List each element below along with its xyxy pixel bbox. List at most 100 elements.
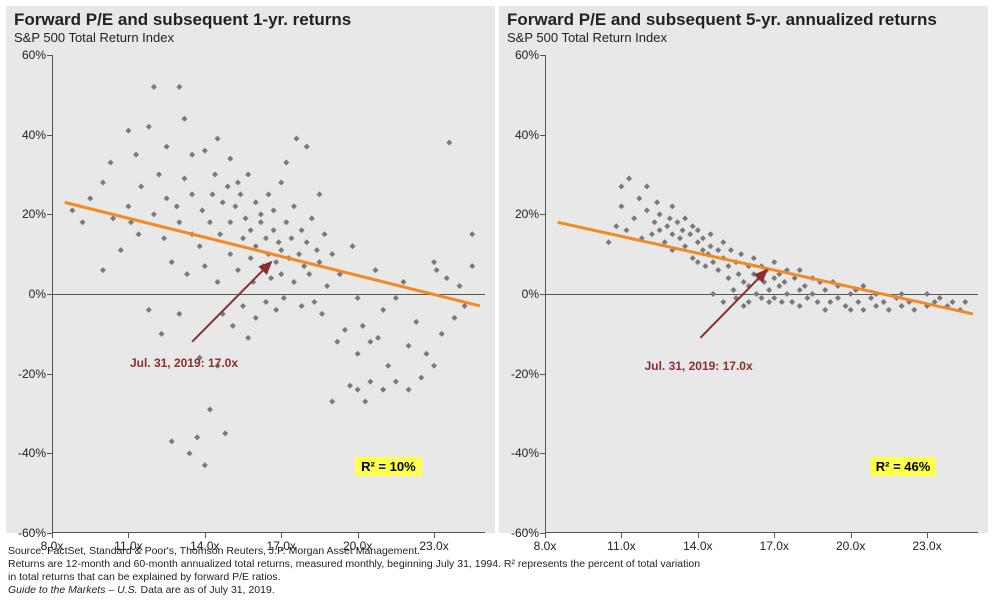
scatter-point <box>636 195 642 201</box>
x-axis-label: 11.0x <box>607 539 635 553</box>
scatter-point <box>232 203 238 209</box>
scatter-point <box>771 275 777 281</box>
scatter-point <box>278 179 284 185</box>
scatter-point <box>146 124 152 130</box>
scatter-point <box>263 235 269 241</box>
annotation-label: Jul. 31, 2019: 17.0x <box>645 359 753 373</box>
scatter-point <box>281 295 287 301</box>
scatter-point <box>248 255 254 261</box>
left-title: Forward P/E and subsequent 1-yr. returns <box>6 6 495 30</box>
scatter-point <box>423 351 429 357</box>
right-panel-bg: Forward P/E and subsequent 5-yr. annuali… <box>499 6 988 533</box>
scatter-point <box>385 363 391 369</box>
right-panel: Forward P/E and subsequent 5-yr. annuali… <box>499 6 988 539</box>
scatter-point <box>950 299 956 305</box>
scatter-point <box>751 255 757 261</box>
scatter-point <box>69 207 75 213</box>
scatter-point <box>873 303 879 309</box>
scatter-point <box>761 279 767 285</box>
scatter-point <box>797 287 803 293</box>
scatter-point <box>802 283 808 289</box>
scatter-point <box>618 183 624 189</box>
scatter-point <box>843 303 849 309</box>
scatter-point <box>125 203 131 209</box>
scatter-point <box>304 144 310 150</box>
scatter-point <box>209 191 215 197</box>
scatter-point <box>431 363 437 369</box>
scatter-point <box>606 239 612 245</box>
footer-line4: Guide to the Markets – U.S. Data are as … <box>8 584 986 597</box>
scatter-point <box>263 299 269 305</box>
scatter-point <box>174 203 180 209</box>
scatter-point <box>253 199 259 205</box>
scatter-point <box>868 295 874 301</box>
scatter-point <box>319 311 325 317</box>
scatter-point <box>738 251 744 257</box>
scatter-point <box>271 207 277 213</box>
scatter-point <box>271 227 277 233</box>
scatter-point <box>375 335 381 341</box>
scatter-point <box>771 295 777 301</box>
rsquared-box: R² = 10% <box>355 457 422 476</box>
scatter-point <box>360 323 366 329</box>
scatter-point <box>181 175 187 181</box>
scatter-point <box>393 295 399 301</box>
annotation-arrow <box>700 270 766 338</box>
scatter-point <box>886 307 892 313</box>
scatter-point <box>746 299 752 305</box>
scatter-point <box>431 259 437 265</box>
scatter-point <box>809 291 815 297</box>
scatter-point <box>273 307 279 313</box>
scatter-point <box>138 183 144 189</box>
scatter-point <box>176 311 182 317</box>
x-axis-label: 23.0x <box>912 539 941 553</box>
y-axis-label: 20% <box>515 207 539 221</box>
scatter-point <box>235 179 241 185</box>
scatter-point <box>133 152 139 158</box>
scatter-point <box>751 271 757 277</box>
scatter-point <box>680 227 686 233</box>
y-axis-label: 60% <box>22 48 46 62</box>
scatter-point <box>380 387 386 393</box>
scatter-point <box>848 291 854 297</box>
scatter-point <box>304 239 310 245</box>
scatter-point <box>457 283 463 289</box>
scatter-point <box>418 375 424 381</box>
scatter-point <box>654 199 660 205</box>
scatter-point <box>245 335 251 341</box>
y-axis-label: -40% <box>18 446 46 460</box>
scatter-point <box>156 172 162 178</box>
scatter-point <box>181 116 187 122</box>
scatter-point <box>108 160 114 166</box>
scatter-point <box>804 295 810 301</box>
scatter-point <box>649 231 655 237</box>
scatter-point <box>700 247 706 253</box>
left-panel: Forward P/E and subsequent 1-yr. returns… <box>6 6 495 539</box>
scatter-point <box>362 399 368 405</box>
scatter-point <box>227 156 233 162</box>
scatter-point <box>367 379 373 385</box>
x-axis-label: 14.0x <box>190 539 219 553</box>
rsquared-box: R² = 46% <box>870 457 937 476</box>
y-axis-label: 0% <box>522 287 539 301</box>
x-axis-label: 11.0x <box>114 539 142 553</box>
scatter-point <box>766 287 772 293</box>
scatter-point <box>176 84 182 90</box>
scatter-point <box>207 407 213 413</box>
scatter-point <box>822 307 828 313</box>
scatter-point <box>230 323 236 329</box>
scatter-point <box>151 84 157 90</box>
scatter-point <box>240 303 246 309</box>
scatter-point <box>644 207 650 213</box>
scatter-point <box>674 219 680 225</box>
scatter-point <box>278 271 284 277</box>
scatter-point <box>822 287 828 293</box>
scatter-point <box>176 219 182 225</box>
scatter-point <box>708 231 714 237</box>
scatter-point <box>329 399 335 405</box>
left-subtitle: S&P 500 Total Return Index <box>6 30 495 49</box>
scatter-point <box>631 215 637 221</box>
scatter-point <box>243 215 249 221</box>
scatter-point <box>355 387 361 393</box>
scatter-point <box>199 207 205 213</box>
